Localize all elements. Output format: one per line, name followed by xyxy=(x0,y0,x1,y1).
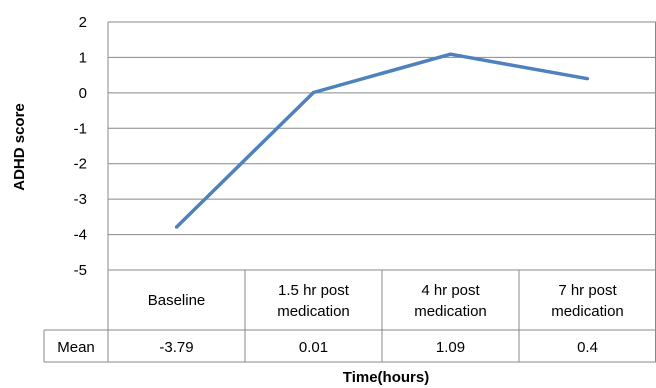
data-table-grid xyxy=(43,270,656,363)
y-axis-ticks: 2 1 0 -1 -2 -3 -4 -5 xyxy=(74,14,87,279)
y-tick-label: 2 xyxy=(79,14,87,31)
y-tick-label: -4 xyxy=(74,227,87,244)
table-series-name: Mean xyxy=(57,339,95,356)
data-point xyxy=(585,77,590,81)
series-lines xyxy=(174,52,590,229)
y-tick-label: -3 xyxy=(74,191,87,208)
data-point xyxy=(448,52,453,56)
y-tick-label: 1 xyxy=(79,49,87,66)
series-line xyxy=(175,52,588,229)
data-label: 1.09 xyxy=(436,339,465,356)
data-label: 0.01 xyxy=(299,339,328,356)
data-label: 0.4 xyxy=(577,339,598,356)
category-label: 7 hr post medication xyxy=(551,282,624,320)
category-labels: Baseline 1.5 hr post medication 4 hr post me… xyxy=(148,282,624,320)
y-tick-label: -5 xyxy=(74,262,87,279)
category-label: 1.5 hr post medication xyxy=(277,282,350,320)
data-point xyxy=(174,225,179,229)
data-point xyxy=(311,90,316,95)
category-label: 4 hr post medication xyxy=(414,282,487,320)
data-table-values: Mean -3.79 0.01 1.09 0.4 xyxy=(57,339,598,356)
y-tick-label: -2 xyxy=(74,156,87,173)
x-axis-label: Time(hours) xyxy=(343,369,429,386)
y-tick-label: -1 xyxy=(74,120,87,137)
y-tick-label: 0 xyxy=(79,85,87,102)
data-label: -3.79 xyxy=(159,339,193,356)
category-label: Baseline xyxy=(148,292,206,309)
y-axis-label: ADHD score xyxy=(11,103,28,191)
